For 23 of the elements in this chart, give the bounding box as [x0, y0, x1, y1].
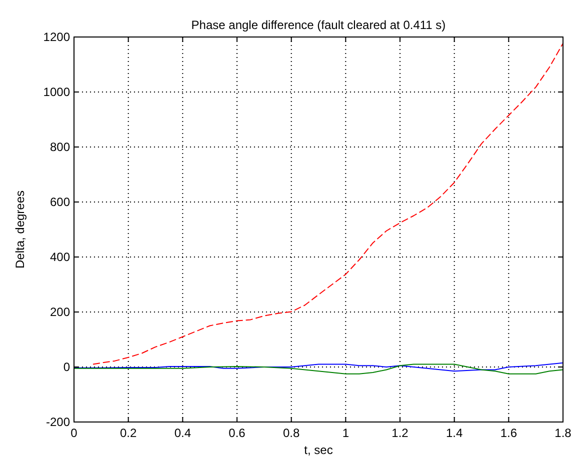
x-tick-label: 1.2 — [392, 426, 409, 440]
x-tick-label: 0.8 — [282, 426, 300, 440]
line-series — [74, 364, 563, 374]
y-tick-label: 1200 — [43, 30, 70, 44]
y-tick-label: -200 — [46, 415, 70, 429]
line-series — [74, 362, 563, 372]
x-axis-title: t, sec — [304, 443, 333, 457]
y-axis-title: Delta, degrees — [13, 190, 27, 269]
y-tick-label: 1000 — [43, 85, 70, 99]
chart-title: Phase angle difference (fault cleared at 0.411 s) — [191, 18, 446, 32]
y-tick-label: 200 — [50, 305, 70, 319]
x-tick-label: 1.4 — [446, 426, 463, 440]
x-tick-label: 0.4 — [174, 426, 192, 440]
y-tick-label: 800 — [50, 140, 70, 154]
x-tick-label: 1.8 — [554, 426, 572, 440]
x-tick-label: 0.6 — [228, 426, 246, 440]
y-tick-label: 0 — [63, 360, 70, 374]
y-tick-label: 400 — [50, 250, 70, 264]
line-series — [92, 42, 563, 365]
x-tick-label: 1.6 — [500, 426, 518, 440]
y-tick-label: 600 — [50, 195, 70, 209]
x-tick-label: 1 — [342, 426, 350, 440]
x-tick-label: 0.2 — [120, 426, 137, 440]
